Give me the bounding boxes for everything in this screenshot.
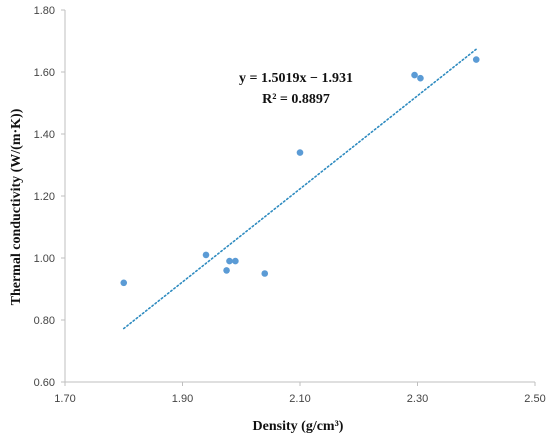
x-tick-label: 2.10: [289, 393, 310, 405]
y-tick-label: 1.40: [34, 129, 55, 141]
y-tick-label: 1.00: [34, 253, 55, 265]
y-tick-label: 1.60: [34, 67, 55, 79]
data-point: [411, 71, 418, 79]
trendline-r-squared: R² = 0.8897: [262, 92, 330, 107]
x-tick-label: 1.90: [172, 393, 193, 405]
data-point: [296, 149, 304, 156]
tick-labels: 0.60 0.80 1.00 1.20 1.40 1.60 1.80 1.70 1.90 2.10…: [34, 5, 546, 405]
data-point: [226, 257, 233, 265]
data-point: [120, 279, 128, 287]
data-points: [120, 56, 480, 287]
data-point: [202, 251, 210, 259]
y-tick-label: 0.60: [34, 377, 55, 389]
x-tick-label: 1.70: [54, 393, 75, 405]
y-tick-label: 1.80: [34, 5, 55, 17]
data-point: [261, 270, 269, 277]
data-point: [223, 267, 230, 274]
trendline-equation: y = 1.5019x − 1.931: [239, 71, 353, 86]
x-tick-label: 2.30: [407, 393, 428, 405]
data-point: [232, 257, 239, 265]
y-tick-label: 1.20: [34, 191, 55, 203]
y-axis-title: Thermal conductivity (W/(m·K)): [9, 108, 24, 305]
data-point: [417, 74, 424, 82]
y-tick-label: 0.80: [34, 315, 55, 327]
trendline: [122, 48, 478, 330]
data-point: [472, 56, 480, 63]
trendline-layer: [122, 48, 478, 330]
x-axis-title: Density (g/cm³): [253, 419, 344, 434]
x-tick-label: 2.50: [524, 393, 545, 405]
